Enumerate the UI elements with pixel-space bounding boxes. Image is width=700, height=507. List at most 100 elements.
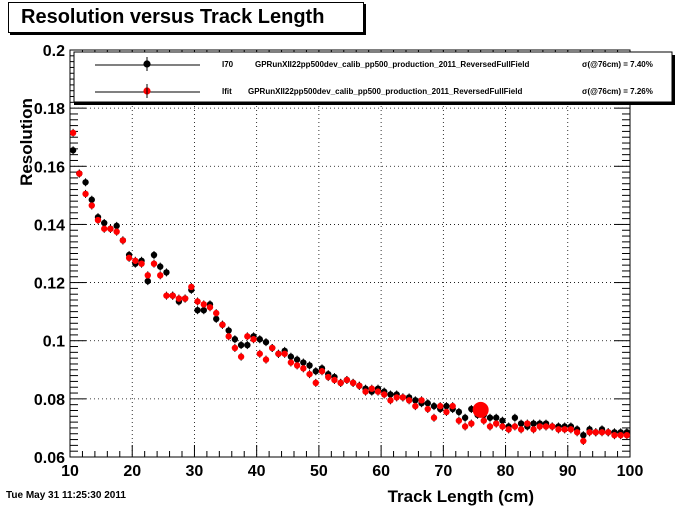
y-tick-label: 0.14 [34, 217, 65, 234]
data-point [493, 420, 500, 427]
data-point [163, 269, 170, 276]
data-point [592, 429, 599, 436]
data-point [449, 402, 456, 410]
data-point [281, 350, 288, 357]
y-tick-label: 0.1 [43, 334, 65, 351]
data-point [580, 437, 587, 445]
legend-fit-i70: σ(@76cm) = 7.40% [582, 60, 653, 69]
data-point [486, 414, 494, 421]
data-point [511, 414, 519, 421]
data-point [586, 429, 593, 436]
data-point [293, 362, 301, 369]
data-point [455, 417, 463, 424]
legend-fit-ifit: σ(@76cm) = 7.26% [582, 87, 653, 96]
data-point [580, 431, 587, 439]
data-point [213, 309, 220, 317]
y-tick-label: 0.16 [34, 159, 65, 176]
legend-shadow-side [672, 55, 675, 105]
data-point [225, 333, 232, 340]
data-series [69, 128, 631, 446]
x-tick-label: 90 [559, 463, 577, 480]
data-point [542, 423, 550, 430]
data-point [225, 327, 232, 334]
data-point [69, 147, 77, 154]
data-point [437, 402, 444, 410]
data-point [430, 414, 438, 421]
data-point [486, 423, 494, 430]
data-point [150, 260, 158, 267]
data-point [517, 426, 525, 433]
data-point [188, 283, 195, 291]
x-tick-label: 80 [497, 463, 515, 480]
data-point [244, 333, 251, 340]
data-point [144, 272, 151, 279]
data-point [237, 341, 245, 349]
data-point [194, 306, 201, 314]
data-point [237, 353, 245, 360]
y-tick-label: 0.08 [34, 392, 65, 409]
y-tick-label: 0.12 [34, 276, 65, 293]
legend-name-ifit: Ifit [222, 87, 232, 96]
data-point [150, 251, 158, 259]
y-axis-title: Resolution [17, 98, 36, 186]
data-point [194, 298, 201, 305]
y-tick-label: 0.18 [34, 101, 65, 118]
data-point [101, 219, 108, 227]
data-point [412, 397, 419, 404]
data-point [231, 344, 239, 352]
data-point [181, 295, 189, 302]
data-point [387, 391, 394, 398]
data-point [269, 344, 276, 352]
data-point [125, 254, 133, 262]
data-point [88, 202, 95, 209]
data-point [213, 315, 220, 323]
y-tick-labels: 0.06 0.08 0.1 0.12 0.14 0.16 0.18 0.2 [34, 43, 65, 467]
legend: I70 GPRunXII22pp500dev_calib_pp500_produ… [73, 51, 675, 105]
data-point [200, 301, 207, 308]
data-point [530, 420, 537, 427]
data-point [493, 414, 500, 421]
x-axis-title: Track Length (cm) [388, 487, 534, 506]
x-tick-label: 30 [186, 463, 204, 480]
data-point [362, 388, 369, 395]
data-point [250, 336, 257, 343]
x-tick-label: 40 [248, 463, 266, 480]
highlight-point [472, 401, 489, 418]
x-tick-label: 100 [617, 463, 644, 480]
data-point [424, 400, 431, 407]
data-point [412, 402, 419, 410]
data-point [549, 423, 556, 430]
data-point [536, 423, 543, 430]
data-point [300, 359, 307, 366]
data-point [206, 304, 214, 311]
data-point [430, 402, 438, 410]
y-tick-label: 0.2 [43, 43, 65, 60]
data-point [573, 429, 581, 436]
x-tick-labels: 10 20 30 40 50 60 70 80 90 100 [61, 463, 643, 480]
data-point [517, 420, 525, 427]
legend-label-ifit: GPRunXII22pp500dev_calib_pp500_productio… [248, 87, 522, 96]
data-point [287, 359, 295, 366]
data-point [381, 391, 388, 398]
data-point [69, 129, 77, 137]
x-tick-label: 20 [123, 463, 141, 480]
data-point [231, 336, 239, 343]
data-point [262, 356, 270, 363]
data-point [443, 402, 450, 410]
data-point [499, 417, 506, 424]
series-i70 [69, 146, 631, 440]
data-point [461, 414, 469, 421]
data-point [293, 356, 301, 363]
data-point [262, 338, 270, 346]
data-point [530, 426, 537, 433]
data-point [107, 225, 114, 232]
data-point [331, 376, 338, 384]
data-point [312, 368, 319, 375]
data-point [82, 179, 89, 186]
data-point [405, 397, 413, 404]
data-point [157, 272, 164, 279]
data-point [617, 431, 624, 439]
data-point [256, 350, 263, 357]
data-point [623, 431, 631, 439]
